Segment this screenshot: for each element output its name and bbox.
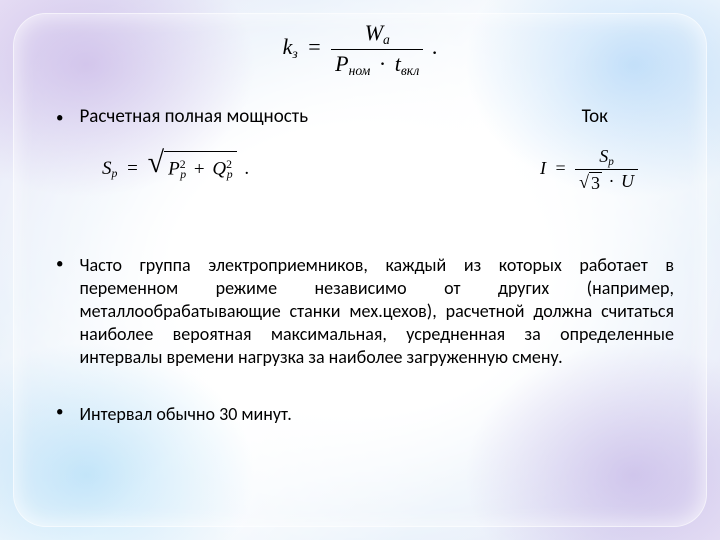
i-lhs-var: I <box>540 158 546 178</box>
i-fraction: Sp √ 3 · U <box>575 146 638 194</box>
sp-plus: + <box>191 159 208 180</box>
i-den-sqrt: √ 3 <box>579 172 602 194</box>
i-den-sqrt-val: 3 <box>589 172 602 194</box>
kz-den-t-sub: вкл <box>401 63 420 78</box>
sp-q-var: Q <box>212 159 226 180</box>
formulas-row: Sp = √ P2p + Q2p . I = Sp <box>102 146 678 194</box>
kz-lhs-sub: з <box>292 46 297 61</box>
i-den-op: · <box>607 171 617 191</box>
formula-sp: Sp = √ P2p + Q2p . <box>102 151 249 188</box>
kz-den-op: · <box>376 51 389 76</box>
formula-kz: kз = Wа Pном · tвкл . <box>42 20 678 79</box>
sp-lhs-sub: p <box>112 167 118 180</box>
paragraph-block: • Часто группа электроприемников, каждый… <box>56 254 678 369</box>
heading-full-power: Расчетная полная мощность <box>79 105 308 128</box>
radical-icon: √ <box>579 172 589 194</box>
kz-fraction: Wа Pном · tвкл <box>331 20 423 79</box>
sp-sqrt: √ P2p + Q2p <box>148 151 237 188</box>
headings-row: • Расчетная полная мощность Ток <box>56 105 678 128</box>
main-paragraph: Часто группа электроприемников, каждый и… <box>79 254 678 369</box>
bullet-icon: • <box>56 111 63 126</box>
slide-content: kз = Wа Pном · tвкл . • Расчетная полная… <box>42 14 678 520</box>
sp-lhs-var: S <box>102 158 112 179</box>
bullet-icon: • <box>56 405 63 425</box>
kz-trailing-dot: . <box>429 34 438 59</box>
kz-num-var: W <box>365 20 383 45</box>
sp-p-var: P <box>168 159 180 180</box>
i-num-var: S <box>599 146 608 166</box>
radical-icon: √ <box>148 148 164 185</box>
equals-sign: = <box>550 158 570 178</box>
equals-sign: = <box>303 34 325 59</box>
sp-trailing-dot: . <box>241 158 249 179</box>
sp-q-sub: p <box>227 168 233 181</box>
paragraph2-block: • Интервал обычно 30 минут. <box>56 403 678 425</box>
heading-current: Ток <box>582 105 608 128</box>
formula-i: I = Sp √ 3 · U <box>540 146 638 194</box>
interval-paragraph: Интервал обычно 30 минут. <box>79 403 291 425</box>
bullet-icon: • <box>56 257 63 369</box>
i-num-sub: p <box>608 156 614 168</box>
kz-den-p-var: P <box>335 51 348 76</box>
equals-sign: = <box>122 158 143 179</box>
kz-den-p-sub: ном <box>349 63 371 78</box>
i-den-u: U <box>621 171 634 191</box>
sp-p-sub: p <box>180 168 186 181</box>
kz-num-sub: а <box>383 32 390 47</box>
kz-lhs-var: k <box>283 34 293 59</box>
